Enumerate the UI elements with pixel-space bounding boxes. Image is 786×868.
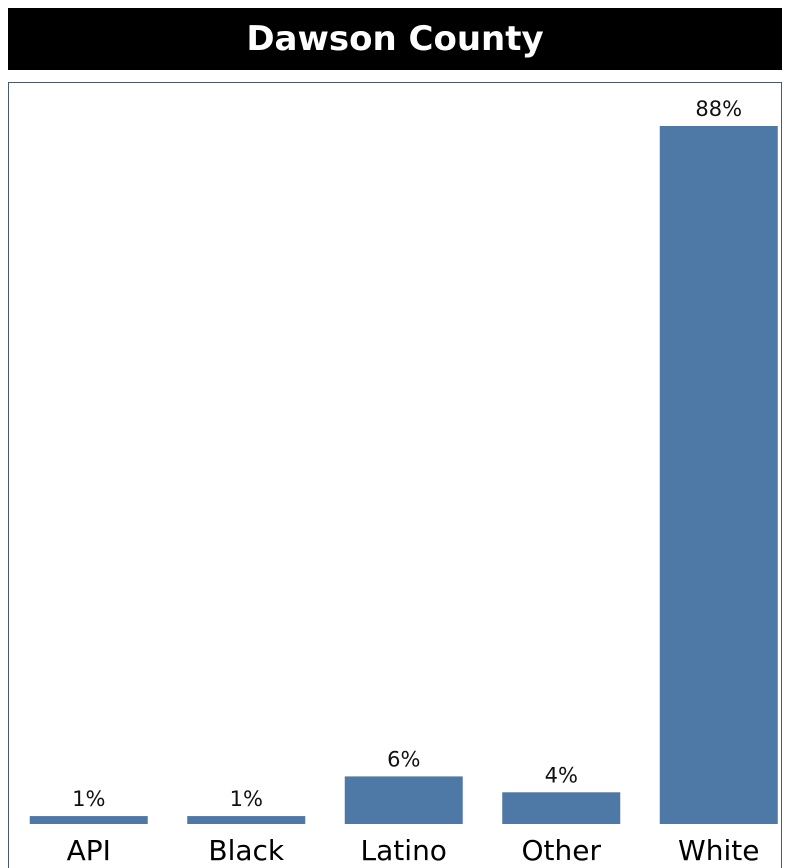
value-label-white: 88% bbox=[695, 97, 742, 121]
bar-latino bbox=[344, 776, 463, 824]
chart-title: Dawson County bbox=[8, 8, 782, 70]
bar-other bbox=[502, 792, 621, 824]
bar-black bbox=[187, 816, 306, 824]
bar-white bbox=[659, 126, 778, 824]
category-label-white: White bbox=[678, 834, 759, 867]
category-label-api: API bbox=[67, 834, 111, 867]
category-label-latino: Latino bbox=[361, 834, 447, 867]
value-label-black: 1% bbox=[230, 787, 263, 811]
category-label-black: Black bbox=[208, 834, 285, 867]
value-label-other: 4% bbox=[545, 763, 578, 787]
value-label-api: 1% bbox=[72, 787, 105, 811]
value-label-latino: 6% bbox=[387, 747, 420, 771]
category-label-other: Other bbox=[521, 834, 601, 867]
bar-api bbox=[29, 816, 148, 824]
plot-area-frame bbox=[8, 82, 782, 868]
